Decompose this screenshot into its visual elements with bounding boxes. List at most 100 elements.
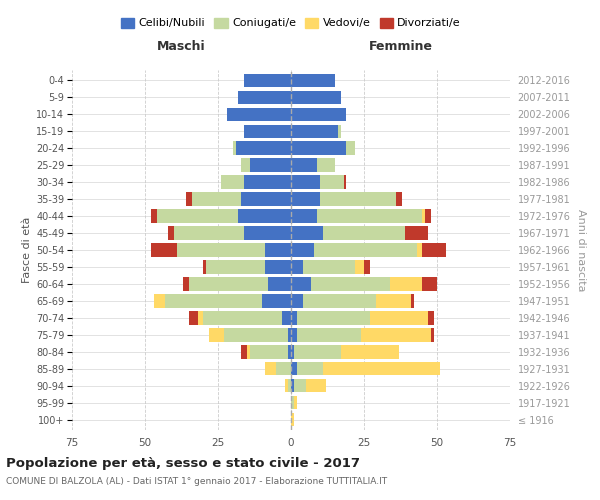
Bar xyxy=(364,260,370,274)
Bar xyxy=(291,124,338,138)
Bar xyxy=(265,362,277,376)
Bar xyxy=(241,158,250,172)
Bar xyxy=(291,244,314,256)
Bar xyxy=(291,226,323,239)
Bar xyxy=(244,124,291,138)
Bar xyxy=(244,176,291,188)
Bar xyxy=(422,278,437,290)
Bar xyxy=(317,210,422,222)
Bar xyxy=(291,396,294,409)
Bar xyxy=(238,210,291,222)
Bar xyxy=(291,312,297,324)
Bar xyxy=(314,244,416,256)
Bar xyxy=(189,312,197,324)
Bar xyxy=(282,312,291,324)
Bar xyxy=(291,346,294,358)
Bar xyxy=(221,176,244,188)
Bar xyxy=(151,210,157,222)
Bar xyxy=(305,379,326,392)
Bar xyxy=(361,328,431,342)
Bar xyxy=(338,124,341,138)
Bar xyxy=(294,346,341,358)
Bar xyxy=(428,312,434,324)
Bar xyxy=(311,278,390,290)
Bar xyxy=(390,278,422,290)
Bar xyxy=(265,260,291,274)
Bar xyxy=(183,278,189,290)
Bar xyxy=(203,312,282,324)
Bar xyxy=(317,158,335,172)
Bar xyxy=(177,244,265,256)
Bar xyxy=(262,294,291,308)
Bar xyxy=(247,346,250,358)
Bar xyxy=(302,260,355,274)
Y-axis label: Anni di nascita: Anni di nascita xyxy=(576,209,586,291)
Bar xyxy=(227,108,291,121)
Bar xyxy=(291,362,297,376)
Bar xyxy=(370,312,428,324)
Bar xyxy=(431,328,434,342)
Bar xyxy=(268,278,291,290)
Text: Popolazione per età, sesso e stato civile - 2017: Popolazione per età, sesso e stato civil… xyxy=(6,458,360,470)
Bar xyxy=(291,379,294,392)
Bar xyxy=(250,158,291,172)
Text: COMUNE DI BALZOLA (AL) - Dati ISTAT 1° gennaio 2017 - Elaborazione TUTTITALIA.IT: COMUNE DI BALZOLA (AL) - Dati ISTAT 1° g… xyxy=(6,478,387,486)
Bar xyxy=(291,278,311,290)
Bar xyxy=(192,192,241,205)
Bar xyxy=(288,328,291,342)
Bar xyxy=(396,192,402,205)
Bar xyxy=(344,176,346,188)
Bar xyxy=(291,260,302,274)
Bar xyxy=(291,294,302,308)
Bar xyxy=(297,328,361,342)
Bar xyxy=(376,294,411,308)
Bar xyxy=(297,362,323,376)
Bar xyxy=(291,176,320,188)
Bar xyxy=(197,312,203,324)
Bar xyxy=(291,210,317,222)
Bar xyxy=(285,379,288,392)
Bar xyxy=(297,312,370,324)
Bar xyxy=(355,260,364,274)
Bar xyxy=(291,328,297,342)
Bar xyxy=(244,226,291,239)
Bar xyxy=(323,226,405,239)
Bar xyxy=(277,362,291,376)
Bar xyxy=(320,192,396,205)
Bar xyxy=(233,142,236,154)
Bar xyxy=(174,226,244,239)
Bar xyxy=(416,244,422,256)
Bar xyxy=(291,158,317,172)
Bar xyxy=(241,346,247,358)
Bar xyxy=(209,328,224,342)
Bar xyxy=(411,294,413,308)
Text: Maschi: Maschi xyxy=(157,40,206,53)
Bar xyxy=(224,328,288,342)
Bar xyxy=(236,142,291,154)
Bar xyxy=(151,244,177,256)
Bar xyxy=(405,226,428,239)
Bar xyxy=(166,294,262,308)
Bar xyxy=(206,260,265,274)
Bar xyxy=(291,192,320,205)
Bar xyxy=(294,396,297,409)
Bar xyxy=(244,74,291,87)
Bar xyxy=(288,346,291,358)
Y-axis label: Fasce di età: Fasce di età xyxy=(22,217,32,283)
Bar xyxy=(203,260,206,274)
Text: Femmine: Femmine xyxy=(368,40,433,53)
Bar xyxy=(288,379,291,392)
Bar xyxy=(169,226,174,239)
Bar xyxy=(425,210,431,222)
Bar xyxy=(320,176,344,188)
Bar xyxy=(157,210,238,222)
Bar xyxy=(422,210,425,222)
Bar xyxy=(294,379,305,392)
Bar xyxy=(250,346,288,358)
Bar xyxy=(422,244,446,256)
Bar xyxy=(291,108,346,121)
Bar xyxy=(238,90,291,104)
Bar xyxy=(291,413,294,426)
Bar xyxy=(291,74,335,87)
Bar xyxy=(346,142,355,154)
